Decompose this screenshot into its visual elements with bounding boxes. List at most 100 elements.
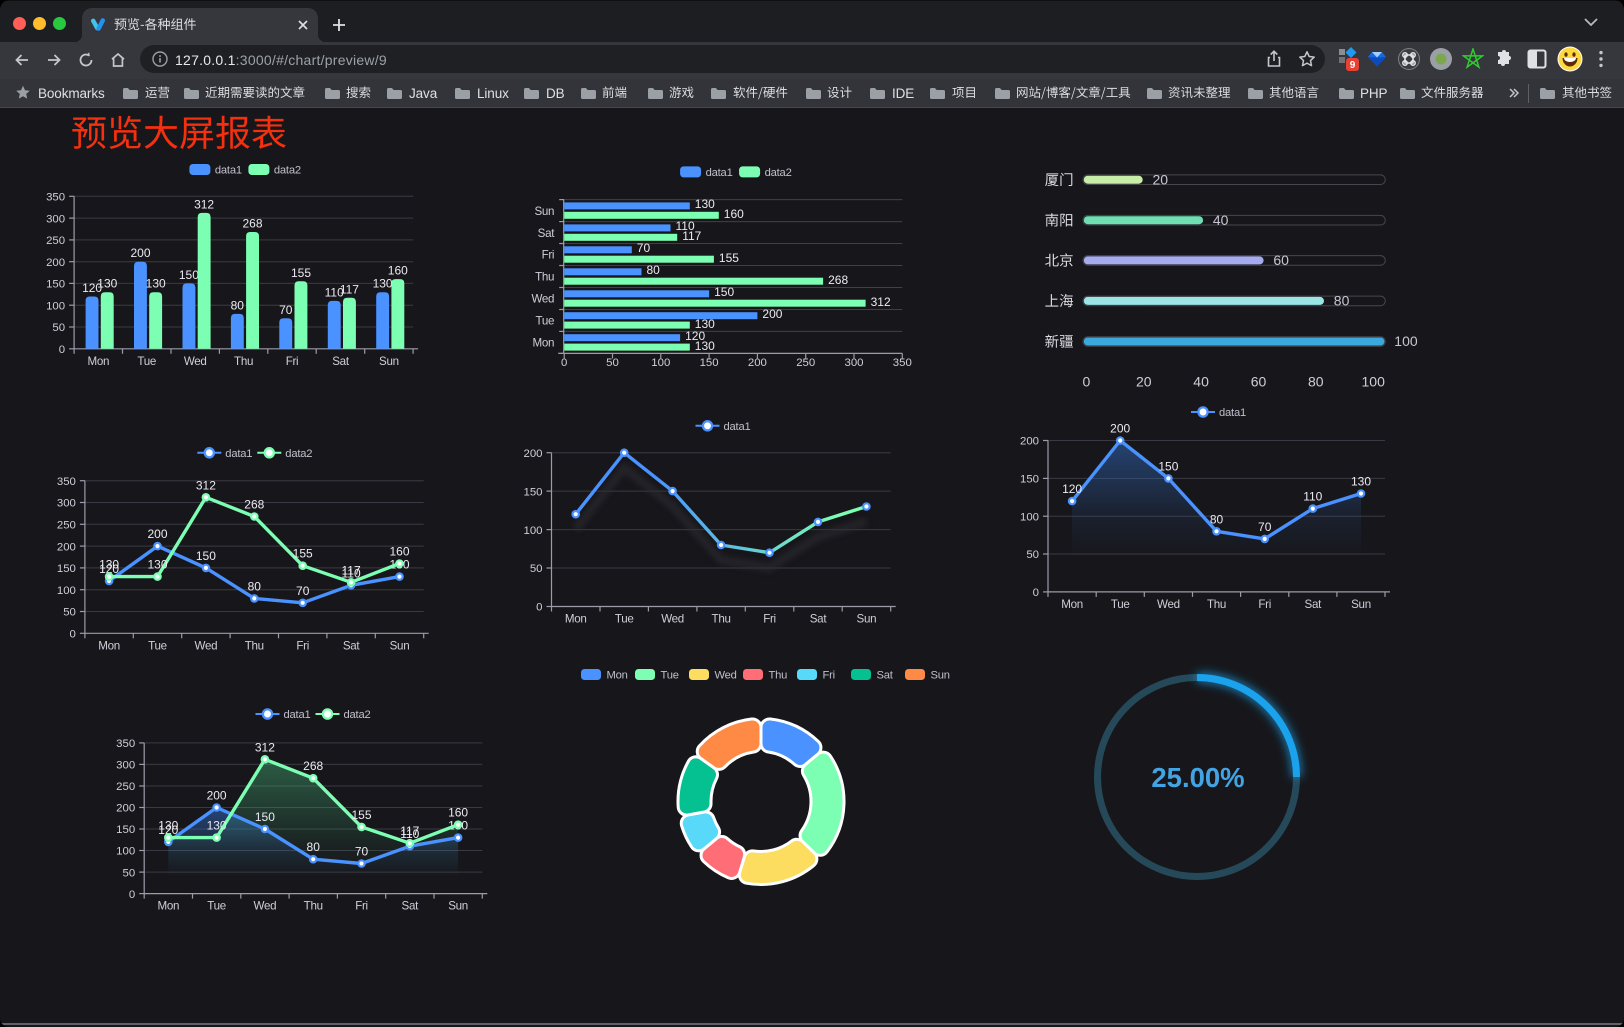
svg-text:80: 80 bbox=[1334, 293, 1350, 309]
svg-text:Sat: Sat bbox=[332, 355, 350, 368]
svg-text:60: 60 bbox=[1251, 374, 1267, 390]
svg-text:Wed: Wed bbox=[715, 670, 737, 682]
svg-text:117: 117 bbox=[342, 563, 361, 577]
svg-text:200: 200 bbox=[762, 307, 782, 321]
svg-text:110: 110 bbox=[342, 566, 361, 580]
svg-text:Tue: Tue bbox=[148, 639, 167, 652]
svg-text:130: 130 bbox=[207, 819, 227, 833]
svg-text:312: 312 bbox=[871, 295, 891, 309]
svg-text:150: 150 bbox=[57, 563, 76, 575]
svg-text:data1: data1 bbox=[1219, 407, 1246, 419]
svg-text:200: 200 bbox=[57, 541, 76, 553]
svg-text:150: 150 bbox=[714, 285, 734, 299]
svg-text:350: 350 bbox=[893, 357, 912, 369]
svg-text:Fri: Fri bbox=[763, 613, 776, 626]
svg-text:Tue: Tue bbox=[1111, 598, 1130, 611]
svg-text:Fri: Fri bbox=[823, 670, 835, 682]
svg-text:Wed: Wed bbox=[254, 900, 277, 913]
svg-text:50: 50 bbox=[123, 867, 136, 879]
svg-text:155: 155 bbox=[293, 547, 313, 561]
svg-text:120: 120 bbox=[685, 329, 705, 343]
svg-text:150: 150 bbox=[196, 549, 216, 563]
svg-text:300: 300 bbox=[116, 760, 135, 772]
svg-text:130: 130 bbox=[158, 819, 178, 833]
svg-text:80: 80 bbox=[1308, 374, 1324, 390]
svg-text:70: 70 bbox=[279, 303, 293, 317]
svg-text:50: 50 bbox=[52, 322, 65, 334]
svg-text:data1: data1 bbox=[706, 167, 733, 179]
svg-text:Wed: Wed bbox=[661, 613, 684, 626]
svg-text:20: 20 bbox=[1153, 171, 1169, 187]
svg-text:data1: data1 bbox=[284, 709, 311, 721]
svg-text:Sat: Sat bbox=[1305, 598, 1323, 611]
svg-text:155: 155 bbox=[351, 808, 371, 822]
svg-text:Wed: Wed bbox=[531, 293, 554, 306]
svg-text:Sun: Sun bbox=[448, 900, 468, 913]
svg-text:70: 70 bbox=[296, 584, 310, 598]
svg-text:200: 200 bbox=[748, 357, 767, 369]
svg-text:100: 100 bbox=[1020, 511, 1039, 523]
svg-text:50: 50 bbox=[63, 607, 76, 619]
svg-text:70: 70 bbox=[355, 845, 369, 859]
svg-text:Sun: Sun bbox=[379, 355, 399, 368]
svg-text:150: 150 bbox=[116, 824, 135, 836]
svg-text:150: 150 bbox=[1158, 459, 1178, 473]
svg-text:312: 312 bbox=[196, 478, 216, 492]
svg-text:100: 100 bbox=[57, 585, 76, 597]
svg-text:150: 150 bbox=[179, 268, 199, 282]
svg-text:150: 150 bbox=[523, 486, 542, 498]
svg-text:200: 200 bbox=[116, 803, 135, 815]
svg-text:155: 155 bbox=[719, 251, 739, 265]
svg-text:80: 80 bbox=[248, 579, 262, 593]
svg-text:110: 110 bbox=[1303, 490, 1322, 504]
svg-text:130: 130 bbox=[146, 277, 166, 291]
svg-text:Mon: Mon bbox=[533, 337, 555, 350]
svg-text:200: 200 bbox=[207, 789, 227, 803]
svg-text:250: 250 bbox=[57, 520, 76, 532]
svg-text:data1: data1 bbox=[225, 448, 252, 460]
svg-text:data1: data1 bbox=[215, 165, 242, 177]
svg-text:200: 200 bbox=[1110, 422, 1130, 436]
svg-text:Wed: Wed bbox=[195, 639, 218, 652]
svg-text:Thu: Thu bbox=[304, 900, 323, 913]
svg-text:100: 100 bbox=[1394, 333, 1418, 349]
svg-text:80: 80 bbox=[1210, 512, 1224, 526]
svg-text:data2: data2 bbox=[344, 709, 371, 721]
svg-text:80: 80 bbox=[647, 263, 661, 277]
svg-text:155: 155 bbox=[291, 266, 311, 280]
svg-text:160: 160 bbox=[724, 207, 744, 221]
svg-text:Thu: Thu bbox=[769, 670, 788, 682]
svg-text:Tue: Tue bbox=[536, 315, 555, 328]
svg-text:268: 268 bbox=[828, 273, 848, 287]
svg-text:Wed: Wed bbox=[184, 355, 207, 368]
svg-text:data2: data2 bbox=[274, 165, 301, 177]
svg-text:Thu: Thu bbox=[245, 639, 264, 652]
svg-text:268: 268 bbox=[303, 759, 323, 773]
svg-text:Wed: Wed bbox=[1157, 598, 1180, 611]
svg-text:250: 250 bbox=[46, 235, 65, 247]
svg-text:Sat: Sat bbox=[402, 900, 420, 913]
svg-text:50: 50 bbox=[606, 357, 619, 369]
svg-text:150: 150 bbox=[1020, 474, 1039, 486]
svg-text:70: 70 bbox=[1258, 520, 1272, 534]
svg-text:100: 100 bbox=[1362, 374, 1386, 390]
svg-text:200: 200 bbox=[130, 246, 150, 260]
svg-text:312: 312 bbox=[194, 197, 214, 211]
svg-text:250: 250 bbox=[116, 781, 135, 793]
svg-text:Tue: Tue bbox=[207, 900, 226, 913]
svg-text:300: 300 bbox=[57, 498, 76, 510]
svg-text:117: 117 bbox=[340, 282, 359, 296]
svg-text:Thu: Thu bbox=[712, 613, 731, 626]
svg-text:80: 80 bbox=[307, 840, 321, 854]
svg-text:Sun: Sun bbox=[534, 205, 554, 218]
svg-text:Tue: Tue bbox=[137, 355, 156, 368]
svg-text:130: 130 bbox=[99, 558, 119, 572]
svg-text:110: 110 bbox=[325, 285, 344, 299]
svg-text:150: 150 bbox=[700, 357, 719, 369]
svg-text:130: 130 bbox=[97, 277, 117, 291]
svg-text:50: 50 bbox=[530, 563, 543, 575]
svg-text:Fri: Fri bbox=[296, 639, 309, 652]
svg-text:Mon: Mon bbox=[607, 670, 628, 682]
svg-text:0: 0 bbox=[536, 602, 542, 614]
svg-text:Sat: Sat bbox=[810, 613, 828, 626]
